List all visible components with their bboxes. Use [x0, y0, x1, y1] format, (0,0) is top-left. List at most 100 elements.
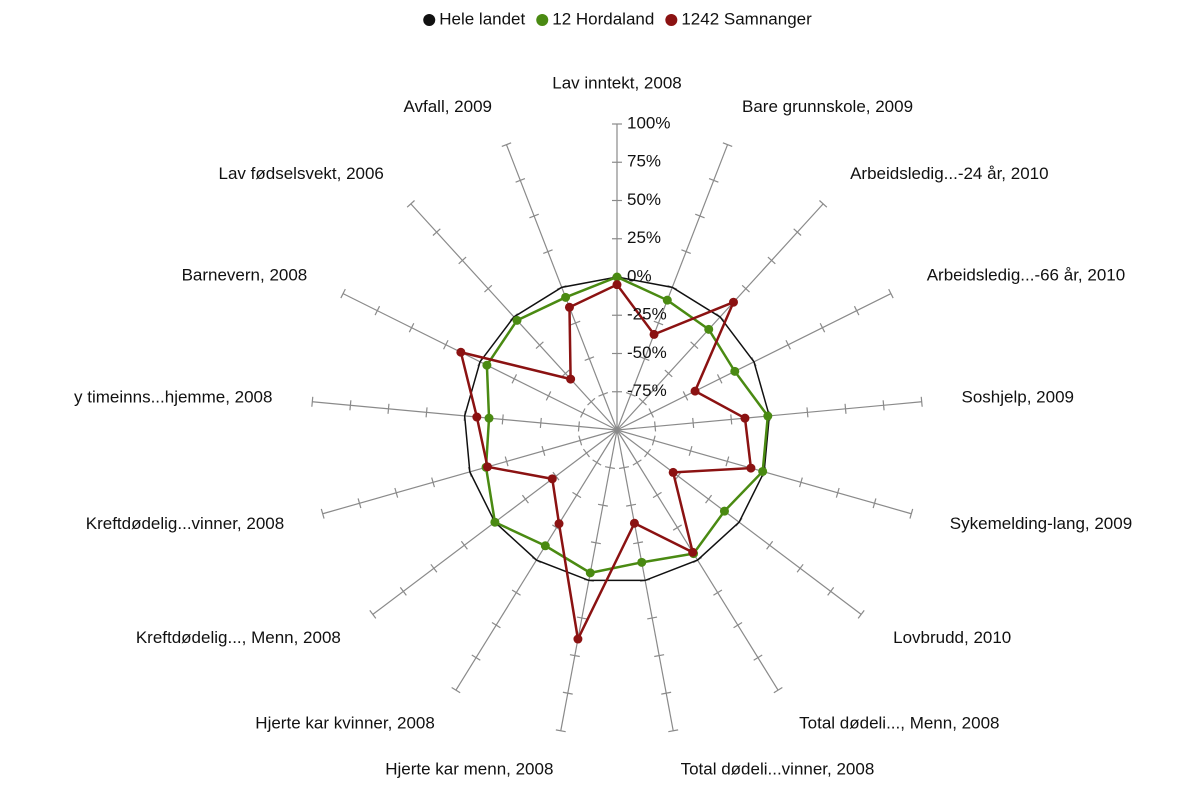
- tick-mark: [651, 435, 656, 446]
- tick-mark: [408, 322, 415, 333]
- series-line: [484, 275, 770, 575]
- data-point: [704, 324, 714, 334]
- tick-mark: [458, 256, 467, 265]
- tick-mark: [515, 177, 526, 183]
- tick-mark: [451, 687, 461, 694]
- category-label: Kreftdødelig...vinner, 2008: [86, 514, 284, 533]
- tick-mark: [661, 691, 672, 695]
- data-point: [564, 302, 574, 312]
- data-point: [649, 329, 659, 339]
- tick-mark: [387, 403, 390, 414]
- data-point: [547, 474, 557, 484]
- tick-mark: [725, 456, 730, 467]
- category-label: Lav inntekt, 2008: [552, 73, 681, 92]
- tick-mark: [587, 397, 596, 406]
- tick-mark: [819, 200, 828, 208]
- tick-mark: [668, 729, 679, 733]
- tick-mark: [688, 445, 693, 456]
- tick-mark: [590, 541, 601, 545]
- tick-mark: [872, 498, 877, 509]
- tick-mark: [369, 610, 377, 619]
- tick-mark: [672, 524, 682, 531]
- legend: Hele landet 12 Hordaland 1242 Samnanger: [423, 9, 812, 28]
- data-point: [637, 557, 647, 567]
- tick-mark: [753, 654, 763, 661]
- tick-mark: [722, 142, 733, 148]
- tick-mark: [705, 494, 713, 504]
- y-tick-label: -75%: [627, 381, 667, 400]
- data-point: [629, 518, 639, 528]
- data-point: [512, 315, 522, 325]
- tick-mark: [773, 687, 783, 694]
- data-point: [668, 467, 678, 477]
- tick-mark: [582, 448, 590, 458]
- tick-mark: [545, 391, 552, 401]
- category-label: Sykemelding-lang, 2009: [950, 514, 1132, 533]
- tick-mark: [374, 305, 381, 316]
- tick-mark: [569, 654, 580, 658]
- tick-mark: [638, 397, 647, 406]
- tick-mark: [652, 491, 662, 499]
- category-label: Barnevern, 2008: [182, 265, 308, 284]
- tick-mark: [511, 589, 521, 596]
- tick-mark: [682, 391, 689, 401]
- category-label: Soshjelp, 2009: [962, 388, 1074, 407]
- tick-mark: [819, 322, 826, 333]
- legend-label: 12 Hordaland: [552, 9, 654, 28]
- tick-mark: [592, 459, 602, 466]
- y-tick-label: 100%: [627, 113, 670, 132]
- tick-mark: [432, 228, 441, 236]
- tick-mark: [491, 621, 501, 629]
- y-tick-label: 0%: [627, 266, 652, 285]
- tick-mark: [431, 477, 435, 488]
- tick-mark: [311, 396, 314, 407]
- tick-mark: [857, 610, 865, 619]
- data-point: [490, 517, 500, 527]
- tick-mark: [644, 448, 652, 458]
- tick-mark: [578, 435, 583, 446]
- data-point: [456, 347, 466, 357]
- tick-mark: [577, 421, 580, 432]
- data-point: [763, 411, 773, 421]
- tick-mark: [806, 407, 809, 418]
- tick-mark: [619, 466, 630, 470]
- tick-mark: [572, 491, 582, 499]
- data-point: [472, 412, 482, 422]
- tick-mark: [460, 540, 468, 550]
- tick-mark: [882, 400, 885, 411]
- data-point: [482, 462, 492, 472]
- category-label: Lav fødselsvekt, 2006: [219, 164, 384, 183]
- tick-mark: [674, 471, 682, 481]
- tick-mark: [695, 213, 705, 219]
- tick-mark: [690, 341, 699, 350]
- tick-mark: [576, 616, 587, 620]
- data-point: [740, 413, 750, 423]
- tick-mark: [716, 374, 723, 384]
- data-point: [566, 374, 576, 384]
- data-point: [746, 463, 756, 473]
- tick-mark: [320, 508, 325, 519]
- tick-mark: [406, 200, 415, 208]
- legend-label: 1242 Samnanger: [681, 9, 812, 28]
- tick-mark: [827, 587, 835, 596]
- tick-mark: [562, 691, 573, 695]
- tick-mark: [484, 284, 493, 293]
- tick-mark: [626, 503, 637, 507]
- tick-mark: [733, 621, 743, 629]
- tick-mark: [598, 391, 609, 397]
- category-label: Bare grunnskole, 2009: [742, 97, 913, 116]
- tick-mark: [741, 284, 750, 293]
- tick-mark: [584, 356, 595, 362]
- tick-mark: [681, 249, 691, 255]
- tick-mark: [597, 503, 608, 507]
- data-point: [662, 295, 672, 305]
- y-tick-label: 75%: [627, 152, 661, 171]
- category-label: Hjerte kar menn, 2008: [385, 760, 553, 779]
- data-point: [484, 413, 494, 423]
- tick-mark: [535, 341, 544, 350]
- tick-mark: [541, 445, 546, 456]
- data-point: [612, 280, 622, 290]
- legend-marker: [423, 14, 436, 26]
- category-label: Arbeidsledig...-66 år, 2010: [927, 265, 1125, 284]
- tick-mark: [654, 421, 657, 432]
